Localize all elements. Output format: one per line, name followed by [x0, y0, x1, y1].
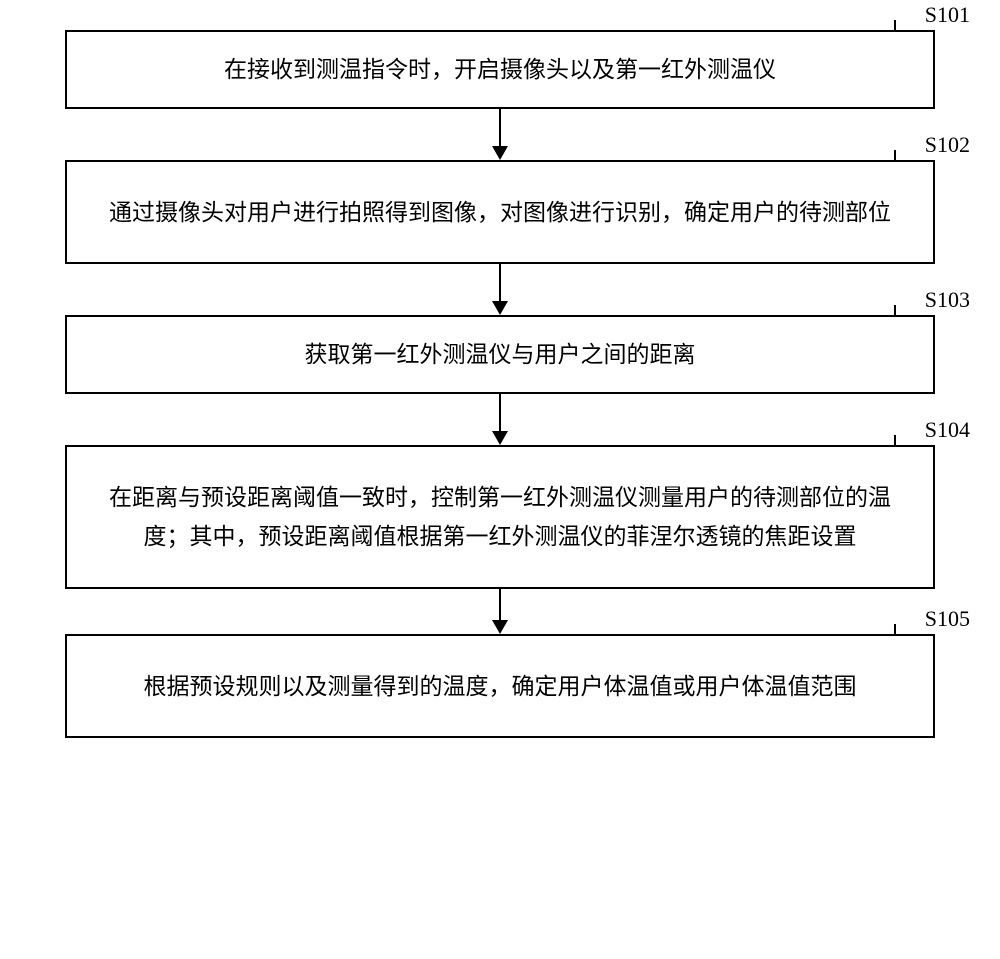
step-box-s102: 通过摄像头对用户进行拍照得到图像，对图像进行识别，确定用户的待测部位	[65, 160, 935, 264]
step-s102-wrapper: S102 通过摄像头对用户进行拍照得到图像，对图像进行识别，确定用户的待测部位	[40, 160, 960, 264]
arrow-shaft-2	[499, 264, 501, 302]
step-s103-wrapper: S103 获取第一红外测温仪与用户之间的距离	[40, 315, 960, 394]
step-s105-wrapper: S105 根据预设规则以及测量得到的温度，确定用户体温值或用户体温值范围	[40, 634, 960, 738]
step-text-s104: 在距离与预设距离阈值一致时，控制第一红外测温仪测量用户的待测部位的温度；其中，预…	[97, 478, 903, 556]
step-label-s105: S105	[925, 606, 970, 632]
step-label-s101: S101	[925, 2, 970, 28]
step-s101-wrapper: S101 在接收到测温指令时，开启摄像头以及第一红外测温仪	[40, 30, 960, 109]
step-box-s103: 获取第一红外测温仪与用户之间的距离	[65, 315, 935, 394]
arrow-4	[492, 589, 508, 634]
arrow-shaft-4	[499, 589, 501, 621]
step-text-s105: 根据预设规则以及测量得到的温度，确定用户体温值或用户体温值范围	[144, 667, 857, 706]
arrow-3	[492, 394, 508, 445]
step-box-s101: 在接收到测温指令时，开启摄像头以及第一红外测温仪	[65, 30, 935, 109]
step-label-s103: S103	[925, 287, 970, 313]
flowchart-container: S101 在接收到测温指令时，开启摄像头以及第一红外测温仪 S102 通过摄像头…	[40, 30, 960, 738]
step-box-s105: 根据预设规则以及测量得到的温度，确定用户体温值或用户体温值范围	[65, 634, 935, 738]
arrow-shaft-3	[499, 394, 501, 432]
step-label-s102: S102	[925, 132, 970, 158]
step-text-s103: 获取第一红外测温仪与用户之间的距离	[305, 335, 696, 374]
arrow-head-2	[492, 301, 508, 315]
arrow-2	[492, 264, 508, 315]
arrow-head-4	[492, 620, 508, 634]
step-box-s104: 在距离与预设距离阈值一致时，控制第一红外测温仪测量用户的待测部位的温度；其中，预…	[65, 445, 935, 589]
arrow-1	[492, 109, 508, 160]
step-label-s104: S104	[925, 417, 970, 443]
arrow-head-1	[492, 146, 508, 160]
step-s104-wrapper: S104 在距离与预设距离阈值一致时，控制第一红外测温仪测量用户的待测部位的温度…	[40, 445, 960, 589]
arrow-head-3	[492, 431, 508, 445]
step-text-s101: 在接收到测温指令时，开启摄像头以及第一红外测温仪	[224, 50, 776, 89]
arrow-shaft-1	[499, 109, 501, 147]
step-text-s102: 通过摄像头对用户进行拍照得到图像，对图像进行识别，确定用户的待测部位	[109, 193, 891, 232]
